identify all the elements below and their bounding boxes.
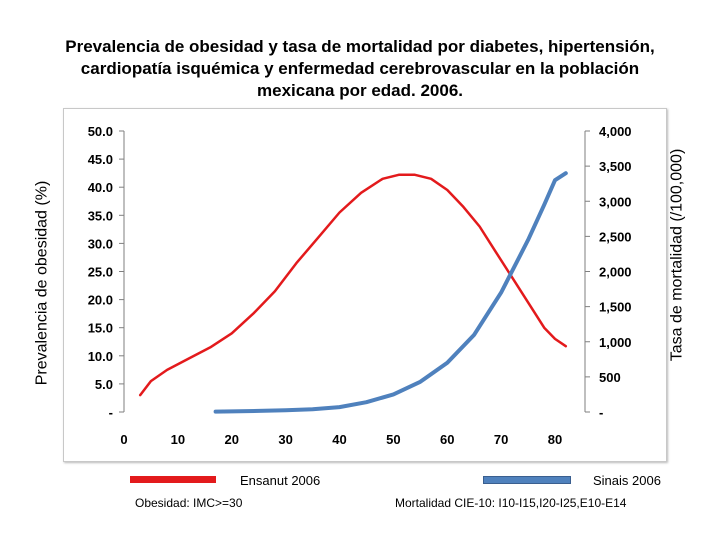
y-tick-label-right: 3,500 [599,159,632,174]
y-tick-label-right: 1,500 [599,300,632,315]
y-tick-label-left: 5.0 [95,377,113,392]
x-tick-label: 70 [494,432,508,447]
y-tick-label-right: 3,000 [599,194,632,209]
x-tick-label: 10 [171,432,185,447]
legend-label-ensanut: Ensanut 2006 [240,473,321,488]
y-tick-label-left: 25.0 [88,265,113,280]
legend-note-obesity: Obesidad: IMC>=30 [135,496,243,510]
y-tick-label-left: - [109,405,113,420]
x-tick-label: 20 [225,432,239,447]
y-tick-label-left: 35.0 [88,208,113,223]
y-tick-label-left: 30.0 [88,236,113,251]
legend-note-mortality: Mortalidad CIE-10: I10-I15,I20-I25,E10-E… [395,496,627,510]
y-axis-title-right: Tasa de mortalidad (/100,000) [667,148,685,362]
y-tick-label-left: 15.0 [88,321,113,336]
y-tick-label-left: 50.0 [88,124,113,139]
y-tick-label-right: 4,000 [599,124,632,139]
title-line-3: mexicana por edad. 2006. [257,81,463,100]
y-tick-label-right: 500 [599,370,621,385]
title-line-1: Prevalencia de obesidad y tasa de mortal… [65,37,655,56]
legend-label-sinais: Sinais 2006 [593,473,661,488]
x-tick-label: 50 [386,432,400,447]
x-tick-label: 60 [440,432,454,447]
x-tick-label: 30 [278,432,292,447]
legend-swatch-ensanut [130,476,216,483]
x-tick-label: 0 [120,432,127,447]
x-tick-label: 40 [332,432,346,447]
y-tick-label-right: 2,000 [599,265,632,280]
y-tick-label-left: 10.0 [88,349,113,364]
series-line-ensanut [138,173,568,397]
legend-swatch-sinais [483,476,571,484]
chart-title: Prevalencia de obesidad y tasa de mortal… [40,36,680,102]
y-tick-label-left: 40.0 [88,180,113,195]
y-tick-label-right: - [599,405,603,420]
y-tick-label-right: 1,000 [599,335,632,350]
y-tick-label-left: 45.0 [88,152,113,167]
x-tick-label: 80 [548,432,562,447]
y-tick-label-left: 20.0 [88,293,113,308]
y-axis-title-left: Prevalencia de obesidad (%) [32,180,50,386]
series-line-sinais [213,171,568,414]
y-tick-label-right: 2,500 [599,229,632,244]
title-line-2: cardiopatía isquémica y enfermedad cereb… [80,59,640,78]
